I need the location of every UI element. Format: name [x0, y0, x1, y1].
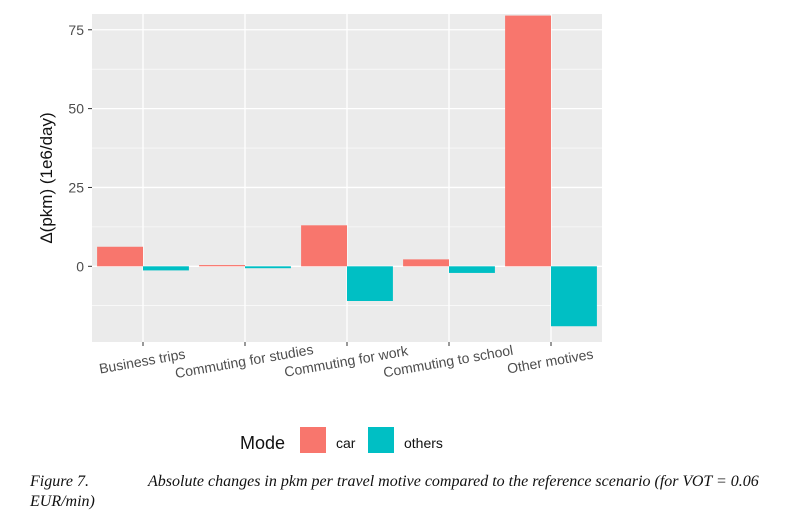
- bar-car: [97, 246, 143, 267]
- bar-others: [449, 266, 495, 273]
- caption-text: Absolute changes in pkm per travel motiv…: [30, 473, 759, 510]
- figure-caption: Figure 7. Absolute changes in pkm per tra…: [30, 472, 790, 512]
- bar-others: [143, 266, 189, 271]
- bar-car: [505, 15, 551, 267]
- y-tick-label: 0: [76, 258, 84, 274]
- y-axis: 0 25 50 75: [68, 22, 92, 274]
- y-axis-label: Δ(pkm) (1e6/day): [37, 112, 56, 243]
- y-tick-label: 50: [68, 101, 84, 117]
- bars: [97, 15, 597, 327]
- legend-key-others: [368, 427, 394, 453]
- bar-others: [347, 266, 393, 301]
- bar-others: [245, 266, 291, 269]
- legend-key-car: [300, 427, 326, 453]
- legend-title: Mode: [240, 433, 285, 453]
- legend-label: car: [336, 435, 356, 451]
- bar-car: [403, 259, 449, 267]
- x-tick-label: Business trips: [98, 346, 187, 377]
- bar-car: [301, 225, 347, 267]
- legend: Mode car others: [240, 427, 443, 453]
- y-tick-label: 75: [68, 22, 84, 38]
- x-tick-label: Other motives: [506, 346, 595, 377]
- y-tick-label: 25: [68, 179, 84, 195]
- bar-others: [551, 266, 597, 327]
- figure-label: Figure 7.: [30, 473, 89, 490]
- bar-car: [199, 265, 245, 267]
- legend-label: others: [404, 435, 443, 451]
